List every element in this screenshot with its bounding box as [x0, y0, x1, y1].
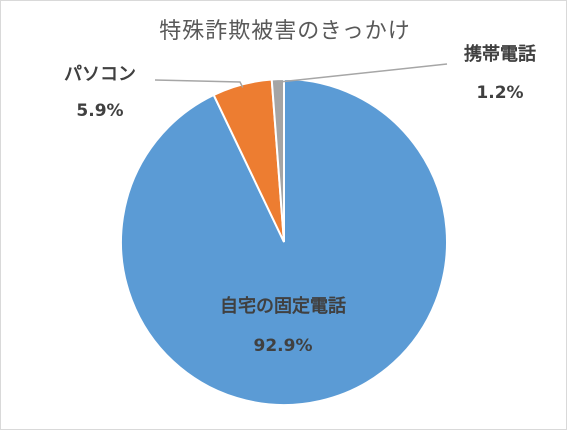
- slice-label: 携帯電話: [464, 43, 536, 65]
- slice-value-label: 1.2%: [476, 83, 523, 103]
- slice-value-label: 5.9%: [76, 101, 123, 121]
- leader-line: [277, 63, 448, 83]
- slice-label: 自宅の固定電話: [220, 295, 346, 317]
- leader-line: [154, 79, 244, 88]
- slice-value-label: 92.9%: [254, 336, 313, 356]
- pie-slice: [270, 77, 285, 243]
- chart-title: 特殊詐欺被害のきっかけ: [159, 19, 410, 44]
- slice-label: パソコン: [64, 64, 136, 85]
